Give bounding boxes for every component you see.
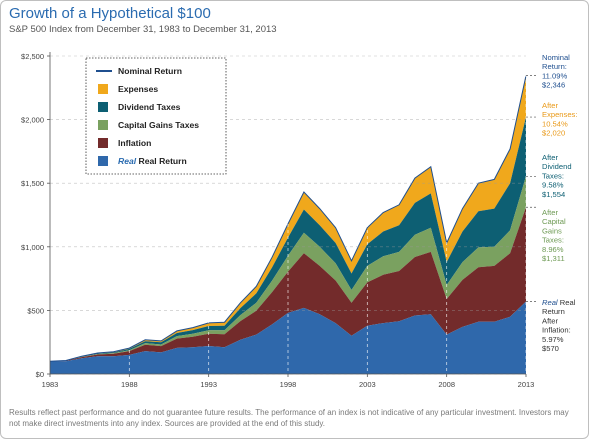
y-tick-label: $2,000: [21, 116, 44, 125]
annotation-after_inflation-line: After: [542, 316, 559, 325]
annotation-after_inflation-line: Inflation:: [542, 326, 571, 335]
annotation-after_capital-line: 8.96%: [542, 245, 564, 254]
x-tick-label: 1998: [280, 380, 297, 389]
legend-label-real_return: Real Real Return: [118, 156, 187, 166]
annotation-after_dividend-line: $1,554: [542, 190, 565, 199]
legend-label-capital_gains_taxes: Capital Gains Taxes: [118, 120, 199, 130]
y-tick-label: $500: [27, 306, 44, 315]
annotation-after_expenses-line: 10.54%: [542, 119, 568, 128]
legend-marker-expenses: [98, 84, 108, 94]
annotation-after_inflation-line: Real Real: [542, 298, 576, 307]
area-dividend-taxes: [50, 117, 526, 362]
annotation-after_expenses-line: $2,020: [542, 129, 565, 138]
annotation-after_capital-line: $1,311: [542, 254, 565, 263]
legend-marker-real_return: [98, 156, 108, 166]
chart-footnote: Results reflect past performance and do …: [9, 408, 569, 428]
annotation-after_dividend-line: After: [542, 153, 559, 162]
annotation-after_expenses-line: Expenses:: [542, 110, 577, 119]
axes: $0 $500 $1,000 $1,500 $2,000 $2,500 1983 1988 19…: [21, 52, 534, 389]
annotation-after_dividend-line: Dividend: [542, 162, 572, 171]
y-tick-label: $1,500: [21, 179, 44, 188]
area-real-return: [50, 301, 526, 374]
annotation-after_dividend-line: Taxes:: [542, 171, 564, 180]
y-tick-label: $2,500: [21, 52, 44, 61]
x-tick-label: 1988: [121, 380, 138, 389]
annotation-after_capital-line: Capital: [542, 217, 566, 226]
y-tick-label: $0: [36, 370, 44, 379]
legend-label-inflation: Inflation: [118, 138, 151, 148]
annotation-after_inflation-line: 5.97%: [542, 335, 564, 344]
legend-label-expenses: Expenses: [118, 84, 158, 94]
annotation-after_inflation-line: Return: [542, 307, 565, 316]
legend-marker-inflation: [98, 138, 108, 148]
legend-marker-capital_gains_taxes: [98, 120, 108, 130]
chart-subtitle: S&P 500 Index from December 31, 1983 to …: [9, 24, 277, 35]
annotation-nominal-line: 11.09%: [542, 71, 567, 80]
annotation-after_inflation-line: $570: [542, 344, 559, 353]
legend: Nominal Return Expenses Dividend Taxes Capi…: [85, 57, 227, 175]
annotation-after_capital-line: After: [542, 208, 559, 217]
x-tick-label: 1993: [200, 380, 217, 389]
y-tick-label: $1,000: [21, 243, 44, 252]
annotation-after_capital-line: Taxes:: [542, 236, 564, 245]
legend-label-dividend_taxes: Dividend Taxes: [118, 102, 181, 112]
legend-label-nominal: Nominal Return: [118, 66, 182, 76]
x-tick-label: 2013: [518, 380, 535, 389]
x-tick-label: 2003: [359, 380, 376, 389]
x-tick-label: 1983: [42, 380, 59, 389]
annotation-nominal-line: $2,346: [542, 81, 565, 90]
annotation-nominal-line: Return:: [542, 62, 567, 71]
annotation-after_capital-line: Gains: [542, 226, 562, 235]
legend-box: [85, 57, 227, 175]
annotation-after_dividend-line: 9.58%: [542, 181, 564, 190]
x-tick-label: 2008: [438, 380, 455, 389]
annotation-nominal-line: Nominal: [542, 53, 570, 62]
chart-title: Growth of a Hypothetical $100: [9, 5, 211, 22]
end-value-annotations: NominalReturn:11.09%$2,346AfterExpenses:…: [542, 53, 577, 353]
annotation-after_expenses-line: After: [542, 101, 559, 110]
legend-marker-dividend_taxes: [98, 102, 108, 112]
